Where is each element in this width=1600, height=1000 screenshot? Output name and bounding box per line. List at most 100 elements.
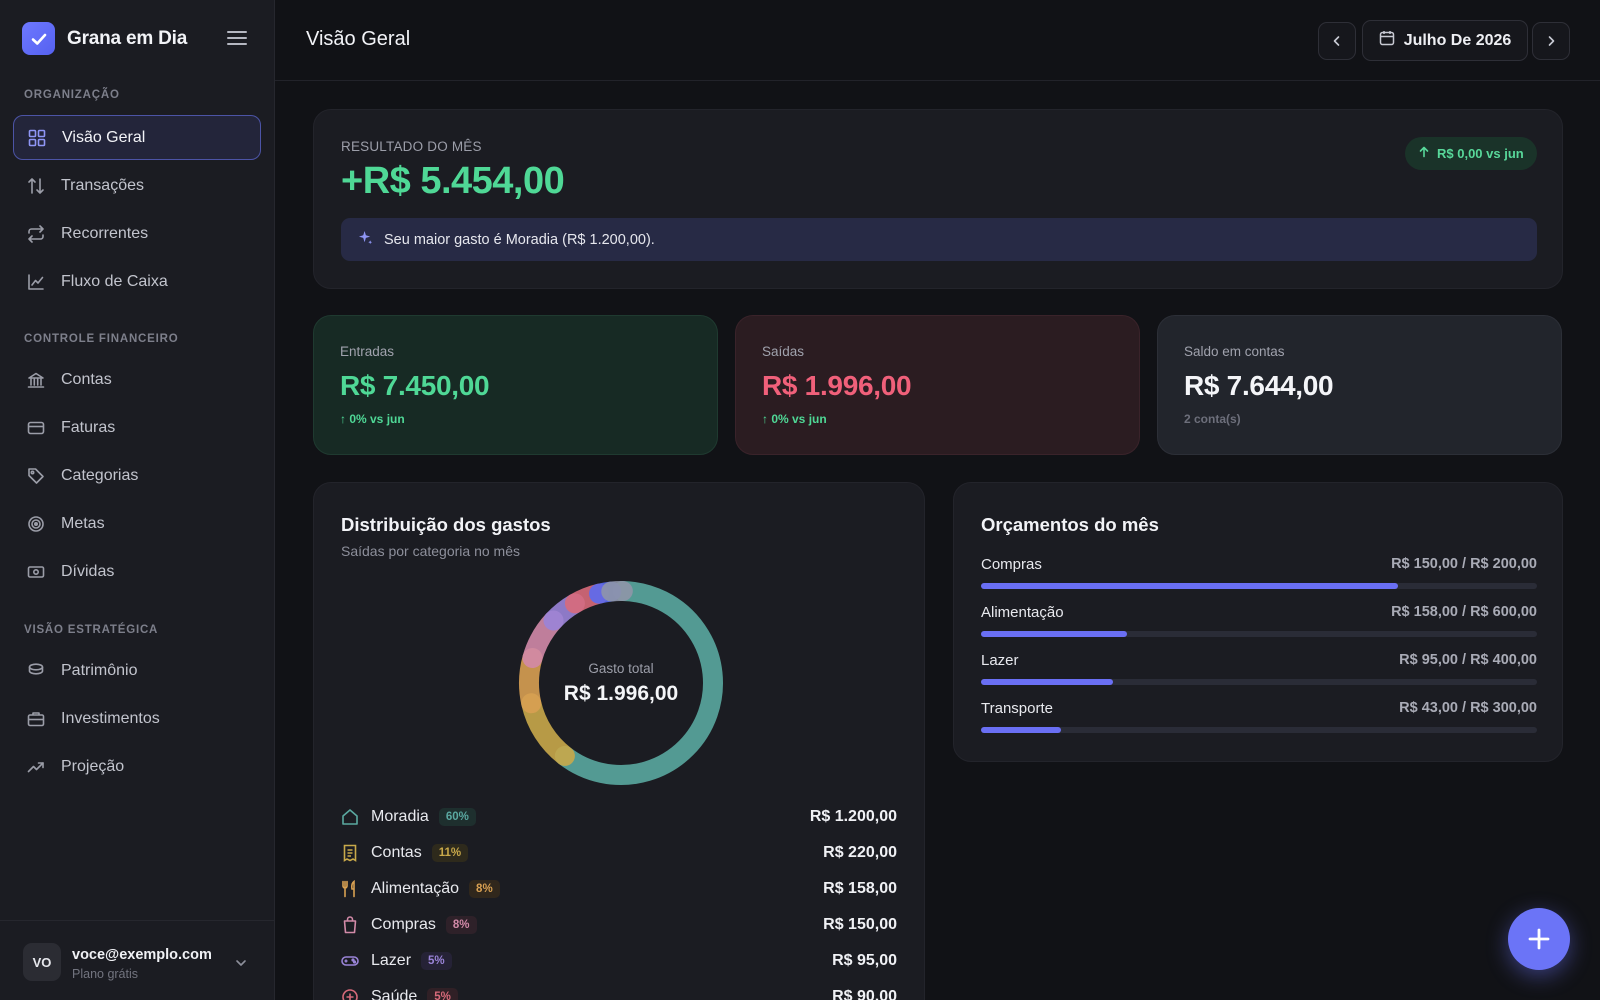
brand-name: Grana em Dia (67, 27, 188, 49)
donut-segment[interactable] (554, 581, 723, 785)
sidebar-item-label: Dívidas (61, 562, 115, 580)
category-amount: R$ 1.200,00 (809, 808, 897, 825)
section-label-controle-financeiro: CONTROLE FINANCEIRO (24, 333, 179, 345)
category-percent: 11% (431, 844, 469, 862)
gamepad-icon (341, 952, 359, 970)
budget-amount: R$ 158,00 / R$ 600,00 (1391, 604, 1537, 620)
next-month-button[interactable] (1532, 22, 1570, 60)
budget-progress-fill (981, 679, 1114, 685)
budget-progress-fill (981, 583, 1398, 589)
sidebar-item-label: Investimentos (61, 709, 160, 727)
budget-name: Compras (981, 556, 1042, 573)
result-label: RESULTADO DO MÊS (341, 139, 482, 154)
sidebar-item-label: Contas (61, 370, 112, 388)
sidebar-item-investimentos[interactable]: Investimentos (13, 696, 261, 741)
banknote-icon (26, 562, 46, 582)
bank-icon (26, 370, 46, 390)
category-row[interactable]: Lazer 5% R$ 95,00 (341, 946, 897, 976)
menu-icon[interactable] (226, 28, 248, 48)
monthly-budgets-card: Orçamentos do mês Compras R$ 150,00 / R$… (953, 482, 1563, 762)
budget-amount: R$ 150,00 / R$ 200,00 (1391, 556, 1537, 572)
sidebar-item-label: Faturas (61, 418, 116, 436)
category-row[interactable]: Alimentação 8% R$ 158,00 (341, 874, 897, 904)
user-email: voce@exemplo.com (72, 947, 212, 963)
result-value: +R$ 5.454,00 (341, 160, 565, 202)
budget-progress-track (981, 583, 1537, 589)
sidebar-item-label: Fluxo de Caixa (61, 272, 168, 290)
budget-progress-track (981, 679, 1537, 685)
sidebar-item-dividas[interactable]: Dívidas (13, 549, 261, 594)
user-plan: Plano grátis (72, 967, 139, 981)
sidebar-item-label: Transações (61, 176, 144, 194)
user-menu[interactable]: VO voce@exemplo.com Plano grátis (0, 920, 275, 1000)
distribution-title: Distribuição dos gastos (341, 514, 551, 535)
sidebar-item-metas[interactable]: Metas (13, 501, 261, 546)
brand[interactable]: Grana em Dia (22, 22, 187, 55)
repeat-icon (26, 224, 46, 244)
add-transaction-button[interactable] (1508, 908, 1570, 970)
sidebar-item-transacoes[interactable]: Transações (13, 163, 261, 208)
budgets-title: Orçamentos do mês (981, 514, 1159, 535)
sidebar-item-patrimonio[interactable]: Patrimônio (13, 648, 261, 693)
sidebar-item-label: Projeção (61, 757, 125, 775)
category-amount: R$ 90,00 (832, 988, 897, 1000)
shopping-bag-icon (341, 916, 359, 934)
month-picker-button[interactable]: Julho De 2026 (1362, 20, 1528, 61)
sidebar-item-fluxo-de-caixa[interactable]: Fluxo de Caixa (13, 259, 261, 304)
sidebar-item-contas[interactable]: Contas (13, 357, 261, 402)
budget-name: Lazer (981, 652, 1019, 669)
line-chart-icon (26, 272, 46, 292)
sidebar-item-visao-geral[interactable]: Visão Geral (13, 115, 261, 160)
expense-label: Saídas (762, 344, 805, 359)
expense-value: R$ 1.996,00 (762, 370, 912, 401)
calendar-icon (1379, 30, 1395, 51)
chevron-left-icon (1333, 36, 1340, 46)
arrow-up-icon (1418, 146, 1430, 161)
insight-banner: Seu maior gasto é Moradia (R$ 1.200,00). (341, 218, 1537, 261)
arrows-up-down-icon (26, 176, 46, 196)
budget-row[interactable]: Lazer R$ 95,00 / R$ 400,00 (981, 652, 1537, 696)
comparison-badge: R$ 0,00 vs jun (1405, 137, 1537, 170)
budget-amount: R$ 95,00 / R$ 400,00 (1399, 652, 1537, 668)
sidebar-item-label: Visão Geral (62, 128, 146, 146)
category-percent: 8% (445, 916, 477, 934)
category-row[interactable]: Compras 8% R$ 150,00 (341, 910, 897, 940)
sidebar: Grana em Dia ORGANIZAÇÃO Visão Geral Tra… (0, 0, 275, 1000)
category-row[interactable]: Moradia 60% R$ 1.200,00 (341, 802, 897, 832)
category-name: Lazer (371, 952, 412, 969)
budget-progress-track (981, 631, 1537, 637)
grid-icon (27, 128, 47, 148)
plus-icon (1528, 928, 1550, 950)
sidebar-item-projecao[interactable]: Projeção (13, 744, 261, 789)
previous-month-button[interactable] (1318, 22, 1356, 60)
trend-up-icon (26, 757, 46, 777)
budget-progress-track (981, 727, 1537, 733)
category-amount: R$ 95,00 (832, 952, 897, 969)
budget-name: Alimentação (981, 604, 1064, 621)
balance-label: Saldo em contas (1184, 344, 1285, 359)
budget-row[interactable]: Alimentação R$ 158,00 / R$ 600,00 (981, 604, 1537, 648)
category-row[interactable]: Saúde 5% R$ 90,00 (341, 982, 897, 1000)
category-percent: 60% (438, 808, 476, 826)
budget-progress-fill (981, 631, 1128, 637)
sidebar-item-faturas[interactable]: Faturas (13, 405, 261, 450)
income-card: Entradas R$ 7.450,00 ↑ 0% vs jun (313, 315, 718, 455)
donut-chart (519, 581, 723, 785)
section-label-organizacao: ORGANIZAÇÃO (24, 89, 120, 101)
chevron-right-icon (1548, 36, 1555, 46)
donut-center-label: Gasto total (588, 661, 654, 676)
sidebar-item-categorias[interactable]: Categorias (13, 453, 261, 498)
chevron-down-icon[interactable] (234, 956, 248, 970)
budget-row[interactable]: Transporte R$ 43,00 / R$ 300,00 (981, 700, 1537, 744)
category-name: Saúde (371, 988, 418, 1000)
avatar: VO (23, 943, 61, 981)
sidebar-item-recorrentes[interactable]: Recorrentes (13, 211, 261, 256)
insight-text: Seu maior gasto é Moradia (R$ 1.200,00). (384, 231, 655, 248)
page-title: Visão Geral (306, 28, 411, 50)
donut-segment[interactable] (601, 581, 633, 602)
budget-row[interactable]: Compras R$ 150,00 / R$ 200,00 (981, 556, 1537, 600)
category-row[interactable]: Contas 11% R$ 220,00 (341, 838, 897, 868)
balance-card: Saldo em contas R$ 7.644,00 2 conta(s) (1157, 315, 1562, 455)
coins-icon (26, 661, 46, 681)
section-label-visao-estrategica: VISÃO ESTRATÉGICA (24, 624, 159, 636)
